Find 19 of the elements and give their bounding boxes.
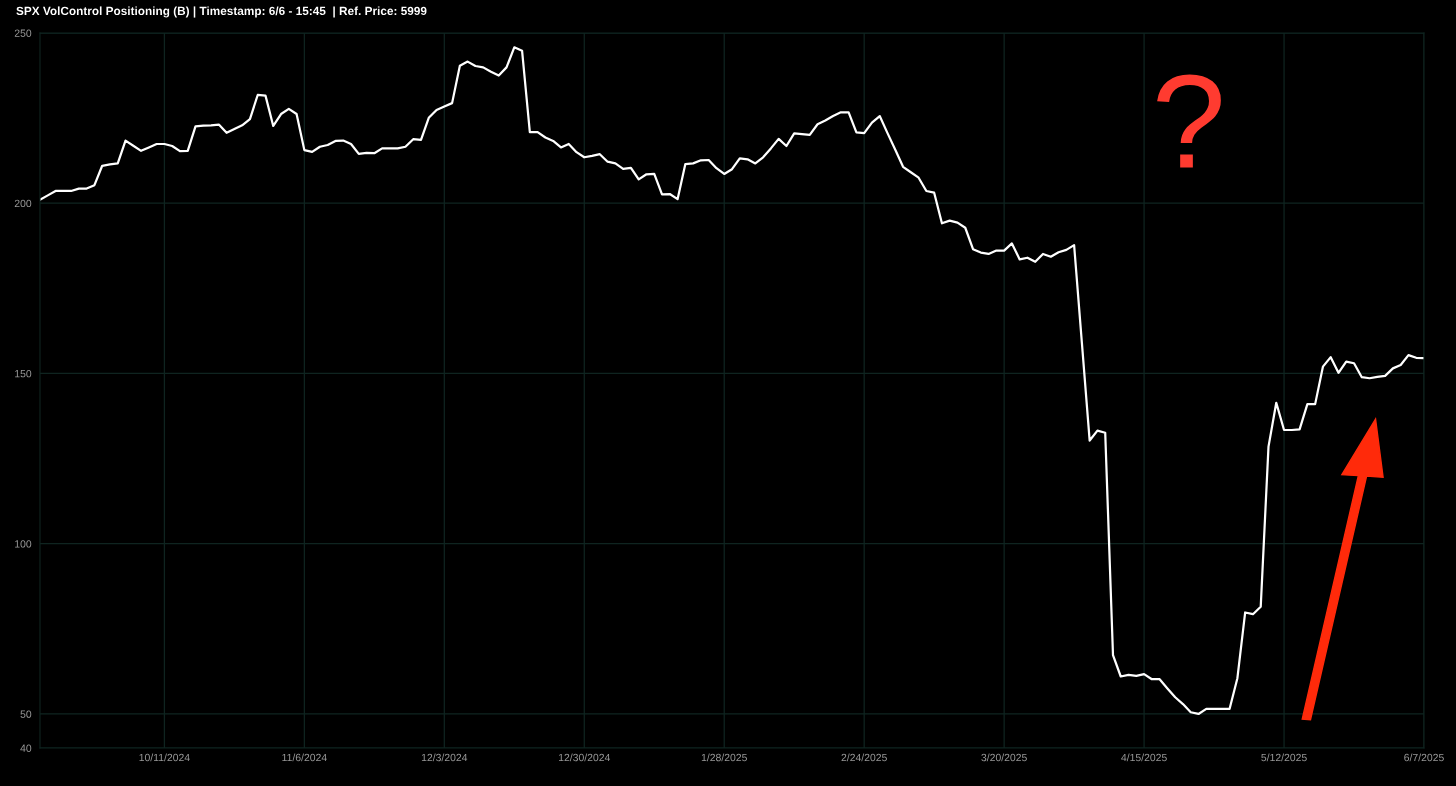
x-tick-label: 11/6/2024 [282, 753, 327, 762]
y-tick-label: 200 [14, 199, 32, 208]
x-tick-label: 5/12/2025 [1261, 753, 1307, 762]
x-tick-label: 10/11/2024 [139, 753, 190, 762]
x-tick-label: 6/7/2025 [1404, 753, 1444, 762]
chart-title: SPX VolControl Positioning (B) | Timestamp: 6/6 - 15:45 | Ref. Price: 5999 [16, 6, 427, 18]
x-tick-label: 12/3/2024 [421, 753, 468, 762]
y-tick-label: 250 [14, 29, 32, 37]
line-series [40, 46, 1424, 716]
x-tick-label: 1/28/2025 [701, 753, 747, 762]
annotation: ? [1157, 74, 1221, 168]
x-tick-label: 12/30/2024 [559, 753, 611, 762]
x-tick-label: 4/15/2025 [1121, 753, 1167, 762]
y-tick-label: 40 [20, 744, 32, 752]
y-tick-label: 50 [20, 710, 32, 718]
x-tick-label: 2/24/2025 [841, 753, 887, 762]
y-tick-label: 100 [15, 540, 32, 548]
x-tick-label: 3/20/2025 [981, 753, 1027, 762]
y-tick-label: 150 [15, 369, 32, 378]
